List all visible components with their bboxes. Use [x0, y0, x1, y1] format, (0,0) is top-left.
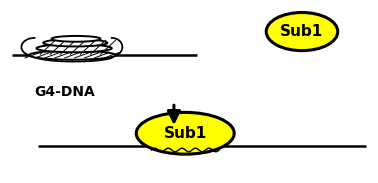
- Text: Sub1: Sub1: [164, 126, 207, 141]
- Ellipse shape: [51, 36, 101, 42]
- Ellipse shape: [29, 51, 116, 60]
- Ellipse shape: [266, 12, 338, 51]
- Text: Sub1: Sub1: [280, 24, 324, 39]
- Ellipse shape: [43, 39, 107, 46]
- Text: G4-DNA: G4-DNA: [34, 85, 95, 98]
- Ellipse shape: [136, 112, 234, 154]
- Ellipse shape: [36, 44, 112, 52]
